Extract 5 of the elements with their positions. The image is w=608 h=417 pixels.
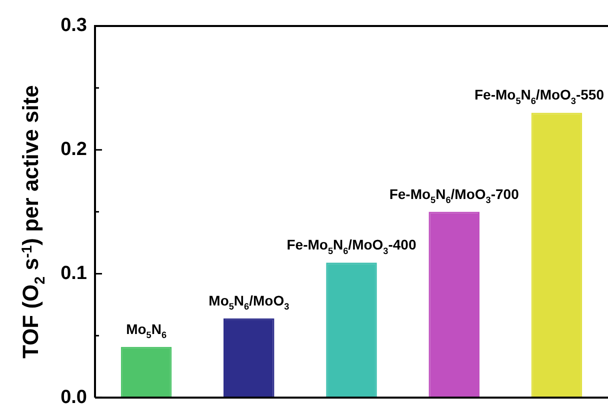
y-axis-title: TOF (O2 s-1) per active site [18,85,49,358]
y-tick-label: 0.0 [60,386,87,408]
y-tick-label: 0.1 [60,262,88,284]
y-tick-label: 0.3 [60,15,87,36]
y-tick-label: 0.2 [60,139,87,160]
